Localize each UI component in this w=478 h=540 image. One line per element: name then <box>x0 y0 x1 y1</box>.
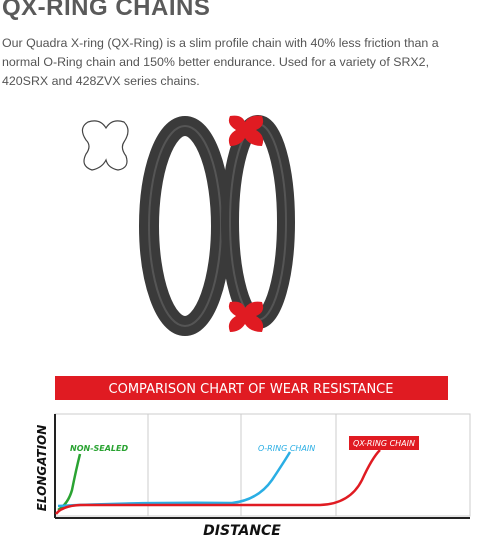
curve-label: QX-RING CHAIN <box>353 439 415 448</box>
chart-frame <box>54 413 471 517</box>
x-ring-section <box>228 301 264 332</box>
label-box <box>349 436 419 450</box>
y-axis-label: ELONGATION <box>35 425 49 512</box>
chart-banner <box>55 376 448 400</box>
curve <box>55 449 381 515</box>
chart-title: COMPARISON CHART OF WEAR RESISTANCE <box>109 382 394 397</box>
description: Our Quadra X-ring (QX-Ring) is a slim pr… <box>2 36 439 88</box>
x-ring-section <box>228 115 264 146</box>
curve <box>57 451 292 508</box>
curve-label: O-RING CHAIN <box>258 444 315 453</box>
curve-label: NON-SEALED <box>70 444 128 453</box>
cross-section <box>81 120 129 171</box>
page-title: QX-RING CHAINS <box>2 0 211 21</box>
x-axis-label: DISTANCE <box>203 523 281 539</box>
curve <box>57 453 82 512</box>
ring-highlight <box>148 125 222 327</box>
